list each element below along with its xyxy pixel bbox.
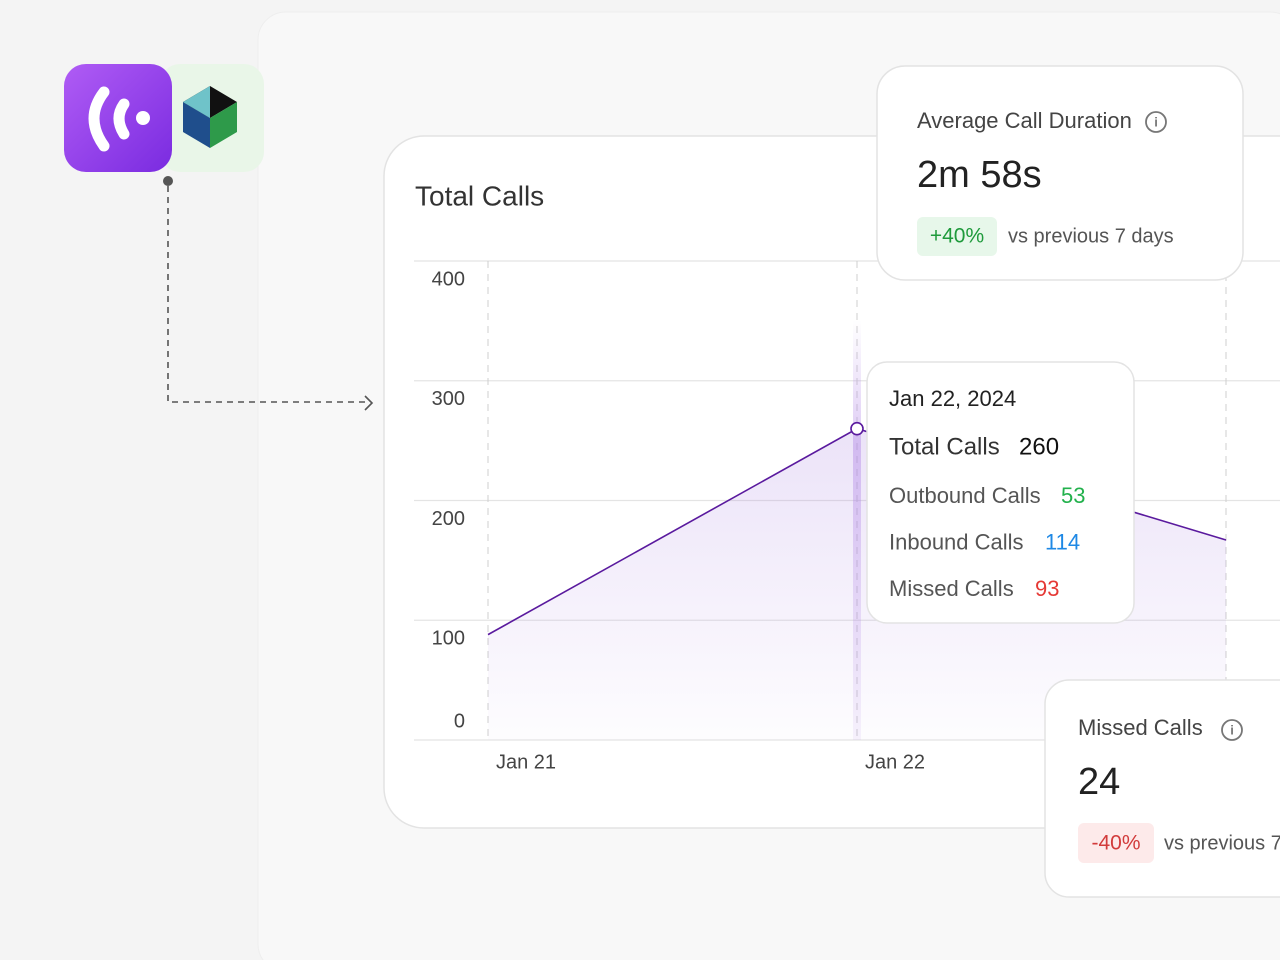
app-logo-glyph	[88, 86, 130, 152]
connector-dot	[163, 176, 173, 186]
card-value: 2m 58s	[917, 154, 1042, 196]
tooltip-value: 93	[1035, 576, 1059, 601]
connector-arrow	[364, 395, 374, 411]
chart-title: Total Calls	[415, 180, 544, 211]
tooltip-label: Outbound Calls	[889, 483, 1041, 508]
info-icon[interactable]	[1221, 719, 1243, 741]
connector	[167, 186, 370, 403]
card-change: -40%	[1091, 832, 1140, 855]
card-change: +40%	[930, 225, 984, 248]
card-comparison: vs previous 7 days	[1008, 225, 1174, 247]
y-tick-label: 0	[454, 710, 465, 732]
tooltip-rows: Outbound Calls 53 Inbound Calls 114 Missed C…	[889, 483, 1085, 601]
point	[850, 421, 864, 436]
info-icon-glyph: i	[1230, 722, 1234, 737]
tooltip-total-label: Total Calls	[889, 433, 1000, 460]
app-logo-dot	[136, 111, 150, 125]
tooltip-value: 114	[1045, 529, 1080, 554]
x-tick-label: Jan 21	[496, 751, 556, 773]
y-tick-label: 100	[432, 628, 465, 650]
y-tick-label: 300	[432, 388, 465, 410]
tooltip-date: Jan 22, 2024	[889, 386, 1016, 411]
card-title: Missed Calls	[1078, 715, 1203, 740]
change-badge	[917, 217, 997, 256]
card-comparison: vs previous 7 days	[1164, 832, 1280, 854]
integration-logo	[183, 86, 237, 148]
card-value: 24	[1078, 761, 1120, 803]
tooltip-label: Missed Calls	[889, 576, 1014, 601]
tooltip	[866, 361, 1135, 624]
info-icon-glyph: i	[1154, 114, 1158, 129]
x-tick-label: Jan 22	[865, 751, 925, 773]
card-title: Average Call Duration	[917, 108, 1132, 133]
tooltip-label: Inbound Calls	[889, 529, 1024, 554]
tooltip-total-value: 260	[1019, 433, 1059, 460]
y-tick-label: 400	[432, 268, 465, 290]
change-badge	[1078, 823, 1154, 863]
y-tick-label: 200	[432, 508, 465, 530]
tooltip-value: 53	[1061, 483, 1085, 508]
info-icon[interactable]	[1145, 111, 1167, 133]
